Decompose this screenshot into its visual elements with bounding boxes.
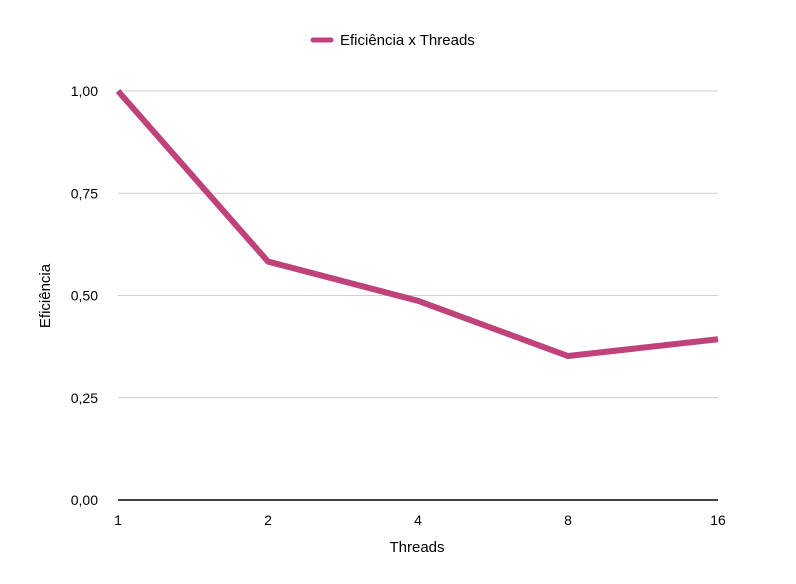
data-point (118, 91, 119, 92)
y-axis-title: Eficiência (37, 263, 54, 328)
y-tick-label: 1,00 (71, 83, 98, 99)
legend: Eficiência x Threads (310, 32, 475, 49)
series-lines (115, 89, 719, 360)
x-tick-label: 2 (264, 512, 272, 528)
x-tick-label: 4 (414, 512, 422, 528)
x-tick-labels: 1 2 4 8 16 (114, 512, 726, 528)
y-tick-label: 0,00 (71, 492, 98, 508)
y-tick-label: 0,75 (71, 185, 98, 201)
x-tick-label: 8 (564, 512, 572, 528)
gridlines (118, 90, 718, 399)
x-tick-label: 16 (710, 512, 726, 528)
legend-label: Eficiência x Threads (340, 32, 475, 49)
series-line (115, 89, 719, 360)
y-tick-label: 0,50 (71, 288, 98, 304)
data-point (718, 339, 719, 340)
y-tick-labels: 0,00 0,25 0,50 0,75 1,00 (71, 83, 98, 508)
y-tick-label: 0,25 (71, 390, 98, 406)
x-axis-title: Threads (389, 539, 444, 556)
x-tick-label: 1 (114, 512, 122, 528)
data-point (568, 356, 569, 357)
data-point (268, 261, 269, 262)
data-point (418, 300, 419, 301)
